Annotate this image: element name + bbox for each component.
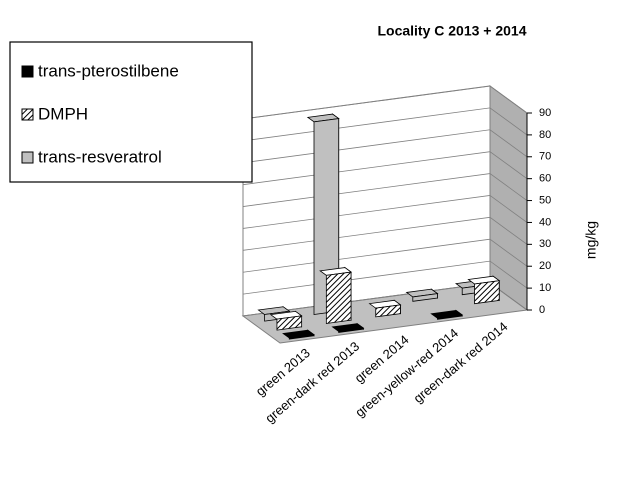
y-tick-label: 20 <box>539 260 551 272</box>
y-tick-label: 90 <box>539 107 551 119</box>
bar <box>319 266 353 324</box>
y-tick-label: 40 <box>539 216 551 228</box>
legend-label: trans-resveratrol <box>38 147 162 166</box>
grid-line <box>242 85 528 120</box>
bar-front <box>276 315 303 331</box>
y-axis-label: mg/kg <box>583 221 599 259</box>
legend-label: DMPH <box>38 104 88 123</box>
bar-front <box>437 314 463 320</box>
side-wall <box>489 85 528 311</box>
legend: trans-pterostilbene DMPH trans-resveratrol <box>9 41 253 183</box>
y-tick-label: 60 <box>539 173 551 185</box>
chart-title: Locality C 2013 + 2014 <box>377 23 526 39</box>
y-tick-label: 30 <box>539 238 551 250</box>
bar-front <box>412 293 438 302</box>
bar <box>467 275 501 305</box>
bar-front <box>474 280 500 305</box>
y-tick-label: 70 <box>539 151 551 163</box>
bar <box>430 309 464 320</box>
y-tick-label: 10 <box>539 282 551 294</box>
bar-front <box>375 304 401 318</box>
legend-swatch <box>21 108 34 121</box>
legend-swatch <box>21 151 34 164</box>
bar <box>282 329 316 340</box>
y-tick-label: 80 <box>539 129 551 141</box>
bar <box>331 322 365 333</box>
bar-front <box>325 271 352 324</box>
legend-box <box>9 41 253 183</box>
bar <box>405 288 439 302</box>
legend-swatch <box>21 65 34 78</box>
back-wall <box>242 85 491 317</box>
bar <box>368 299 402 318</box>
legend-label: trans-pterostilbene <box>38 61 179 80</box>
y-tick-label: 50 <box>539 194 551 206</box>
y-tick-label: 0 <box>539 304 545 316</box>
bar-front <box>288 334 315 340</box>
bar <box>269 310 303 331</box>
bar-front <box>338 327 364 333</box>
